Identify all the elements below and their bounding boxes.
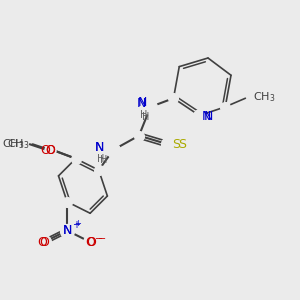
Text: N: N (204, 110, 213, 123)
Text: O: O (45, 143, 55, 157)
Text: O: O (38, 236, 48, 248)
Text: O: O (45, 143, 55, 157)
Text: N: N (62, 224, 72, 237)
Text: S: S (178, 138, 186, 151)
Text: H: H (97, 154, 104, 164)
Text: N: N (138, 96, 148, 109)
Text: +: + (72, 220, 80, 230)
Text: N: N (202, 110, 212, 123)
Text: N: N (137, 98, 146, 110)
Text: CH$_3$: CH$_3$ (7, 137, 30, 151)
Text: H: H (142, 112, 149, 122)
Text: N: N (62, 224, 72, 237)
Text: +: + (74, 219, 81, 228)
Text: S: S (172, 138, 180, 151)
Text: O: O (40, 143, 50, 157)
Text: N: N (95, 141, 104, 154)
Text: N: N (95, 141, 104, 154)
Text: H: H (100, 155, 107, 165)
Text: CH$_3$: CH$_3$ (2, 137, 24, 151)
Text: −: − (95, 234, 103, 244)
Text: O: O (87, 236, 97, 248)
Text: −: − (98, 234, 106, 244)
Text: O: O (39, 236, 49, 248)
Text: H: H (140, 110, 148, 121)
Text: CH$_3$: CH$_3$ (253, 90, 275, 104)
Text: O: O (85, 236, 95, 248)
